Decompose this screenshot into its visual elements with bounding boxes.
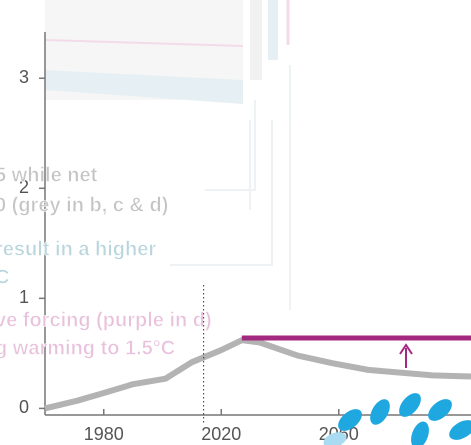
y-tick-label: 1 bbox=[19, 287, 29, 307]
y-tick-label: 2 bbox=[19, 177, 29, 197]
annotation: ve forcing (purple in d) bbox=[0, 309, 212, 331]
leaf bbox=[370, 399, 390, 425]
bar-deco bbox=[268, 0, 278, 60]
leaf bbox=[449, 420, 471, 440]
bar-deco bbox=[250, 0, 262, 80]
series-line bbox=[44, 337, 471, 412]
annotation: 5 while net bbox=[0, 164, 98, 186]
leaf bbox=[338, 409, 362, 431]
x-tick-label: 2020 bbox=[201, 424, 241, 444]
connector bbox=[170, 65, 291, 310]
x-tick-label: 1980 bbox=[84, 424, 124, 444]
y-tick-label: 0 bbox=[19, 397, 29, 417]
arrow bbox=[399, 343, 413, 368]
leaf bbox=[323, 432, 347, 445]
band-line bbox=[44, 39, 244, 47]
background-bands bbox=[44, 0, 291, 310]
annotation: C bbox=[0, 266, 9, 288]
annotation: g warming to 1.5°C bbox=[0, 337, 175, 359]
leaf bbox=[428, 399, 452, 421]
annotation: result in a higher bbox=[0, 238, 156, 260]
leaf bbox=[399, 393, 421, 417]
band bbox=[45, 70, 243, 104]
y-tick-label: 3 bbox=[19, 67, 29, 87]
annotation: 0 (grey in b, c & d) bbox=[0, 194, 168, 216]
leaves bbox=[323, 393, 471, 445]
leaf bbox=[411, 421, 429, 445]
